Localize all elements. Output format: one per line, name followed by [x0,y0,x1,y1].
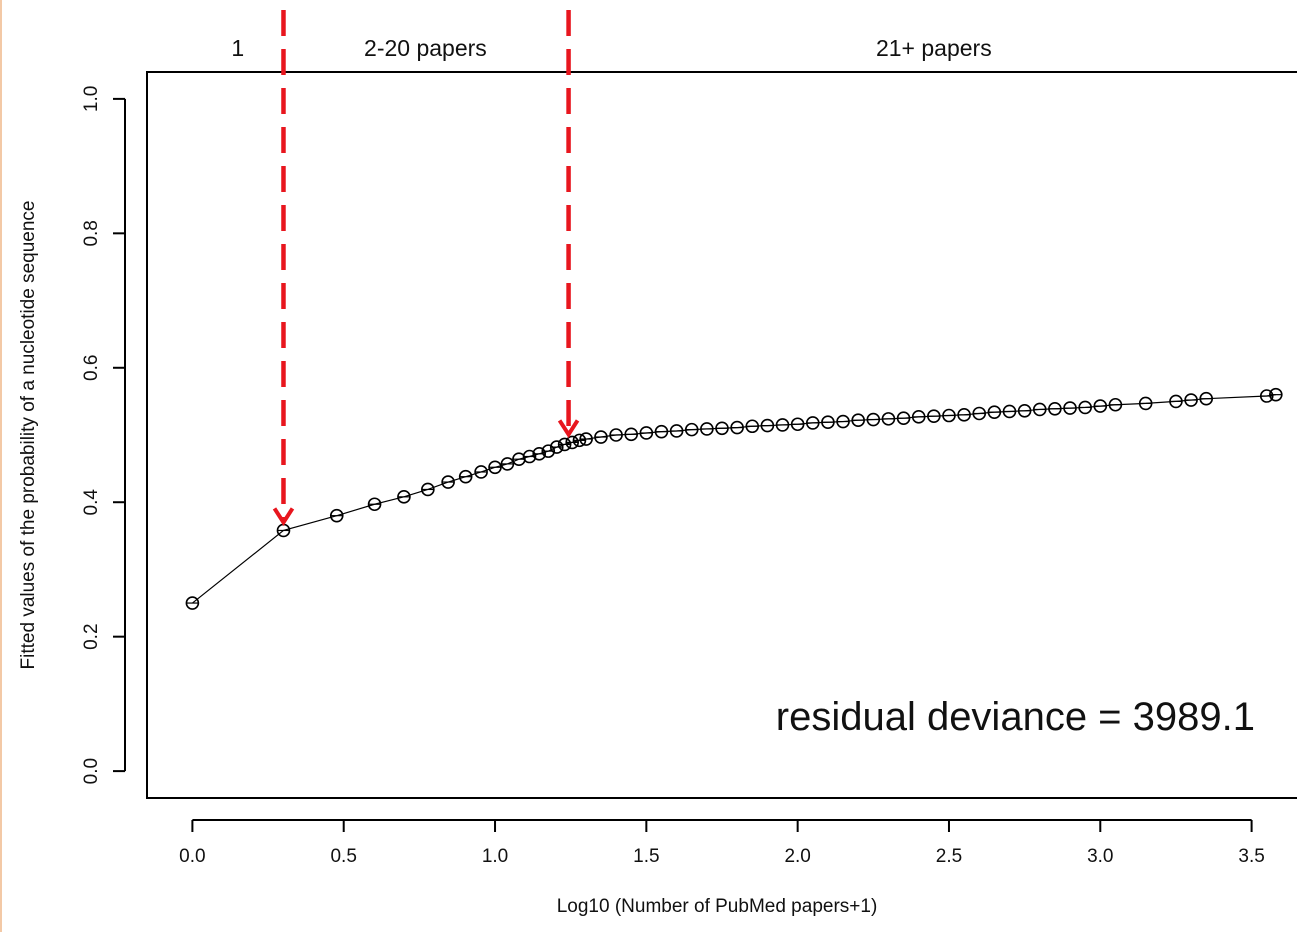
data-point [1169,394,1183,409]
y-tick-label: 0.8 [81,220,102,246]
y-tick-label: 0.4 [81,489,102,516]
data-point [276,523,291,538]
x-tick-label: 1.5 [633,846,659,867]
data-point [700,422,714,436]
data-point [1184,393,1198,407]
data-point [565,435,579,450]
data-point [1269,387,1283,402]
data-point [730,420,744,435]
series-line [192,394,1276,604]
x-tick-label: 3.5 [1238,846,1264,867]
region-labels: 1 2-20 papers 21+ papers [231,35,991,61]
x-tick-label: 0.5 [330,846,356,867]
data-point [987,405,1002,419]
data-point [745,419,760,434]
y-axis-title: Fitted values of the probability of a nu… [18,201,39,670]
residual-deviance-annotation: residual deviance = 3989.1 [776,695,1255,739]
data-point [549,440,564,454]
data-point [1002,404,1017,419]
data-point [594,430,608,444]
data-point [1048,401,1062,416]
y-tick-label: 0.6 [81,355,102,381]
data-point [654,424,669,439]
data-point [821,415,835,430]
data-point [624,427,639,442]
data-point [957,408,971,422]
data-point [684,422,699,437]
cutoff-markers [272,10,580,527]
data-point [421,482,435,497]
data-point [557,437,572,452]
data-point [927,409,941,423]
data-point [896,411,911,425]
x-axis-ticks: 0.0 0.5 1.0 1.5 2.0 2.5 3.0 3.5 [179,820,1265,867]
region-label: 2-20 papers [364,35,487,61]
data-point [458,469,473,484]
data-point [836,414,850,429]
cutoff-arrowhead [272,507,295,527]
data-point [639,426,654,440]
y-tick-label: 0.0 [81,758,102,784]
data-point [1093,399,1108,413]
data-point [397,490,411,504]
region-label: 1 [231,35,244,61]
data-point [775,418,790,432]
data-point [972,406,987,421]
x-axis-title: Log10 (Number of PubMed papers+1) [557,896,878,917]
x-tick-label: 3.0 [1087,846,1113,867]
data-point [488,460,502,475]
data-point [942,408,956,423]
data-point [851,413,865,428]
x-tick-label: 1.0 [482,846,508,867]
data-point [609,428,623,442]
data-point [1032,402,1047,417]
y-axis-ticks: 0.0 0.2 0.4 0.6 0.8 1.0 [81,86,125,784]
data-point [579,432,593,446]
data-points [185,387,1283,610]
data-point [1138,396,1153,411]
data-point [760,418,775,433]
y-tick-label: 1.0 [81,86,102,112]
left-edge-line [0,0,2,932]
data-point [500,457,515,471]
x-tick-label: 0.0 [179,846,205,867]
data-point [474,465,488,479]
data-point [441,475,455,489]
data-point [1078,400,1092,415]
plot-frame [146,71,1297,799]
data-point [881,412,896,426]
data-point [1063,401,1077,415]
region-label: 21+ papers [876,35,992,61]
x-tick-label: 2.0 [784,846,810,867]
data-point [790,417,805,432]
y-tick-label: 0.2 [81,623,102,649]
data-point [329,508,344,523]
data-point [715,421,729,436]
data-point [1017,403,1032,418]
data-point [1108,397,1123,412]
data-point [866,412,881,427]
x-tick-label: 2.5 [936,846,962,867]
data-point [1199,391,1214,406]
data-point [911,410,926,424]
data-point [669,424,684,438]
data-point [367,497,382,512]
cutoff-arrowhead [557,419,580,439]
data-point [185,596,200,610]
data-point [805,416,820,430]
